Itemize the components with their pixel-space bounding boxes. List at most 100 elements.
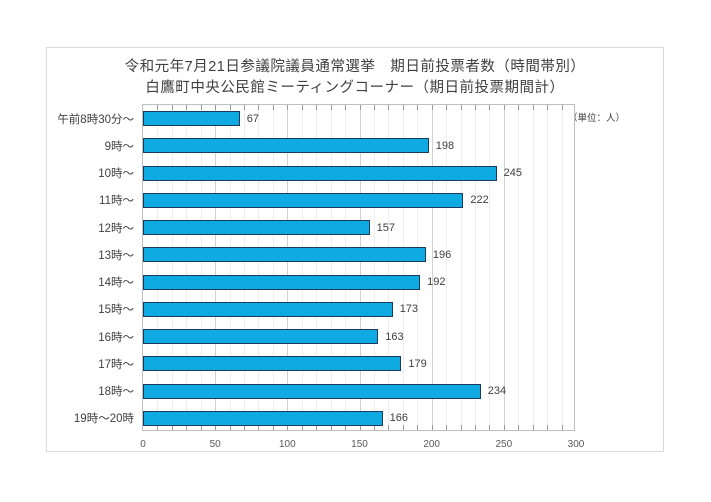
tick-mark	[301, 425, 303, 430]
bar	[143, 138, 429, 154]
category-label: 19時～20時	[73, 413, 134, 426]
gridline-minor	[417, 105, 419, 430]
tick-mark	[503, 425, 505, 430]
bar	[143, 301, 393, 317]
chart-title-line1: 令和元年7月21日参議院議員通常選挙 期日前投票者数（時間帯別）	[124, 59, 586, 75]
bar	[143, 356, 402, 372]
tick-mark	[215, 105, 217, 110]
bar-value-label: 245	[503, 167, 522, 180]
gridline-minor	[301, 105, 303, 430]
tick-mark	[446, 105, 448, 110]
bar	[143, 192, 464, 208]
bar	[143, 329, 379, 345]
tick-mark	[489, 425, 491, 430]
bar-value-label: 157	[376, 221, 395, 234]
tick-mark	[171, 425, 173, 430]
tick-mark	[258, 105, 260, 110]
tick-mark	[258, 425, 260, 430]
tick-mark	[301, 105, 303, 110]
tick-mark	[186, 105, 188, 110]
category-label: 11時～	[99, 195, 134, 208]
tick-mark	[417, 425, 419, 430]
tick-mark	[229, 105, 231, 110]
tick-mark	[157, 425, 159, 430]
gridline-major	[431, 105, 433, 430]
gridline-minor	[345, 105, 347, 430]
gridline-minor	[272, 105, 274, 430]
bar	[143, 247, 426, 263]
tick-mark	[171, 105, 173, 110]
tick-mark	[287, 425, 289, 430]
category-label: 18時～	[98, 386, 134, 399]
bar	[143, 274, 421, 290]
tick-mark	[532, 425, 534, 430]
bar-value-label: 173	[399, 303, 419, 316]
gridline-major	[287, 105, 289, 430]
bar-value-label: 198	[435, 139, 455, 152]
tick-mark	[388, 425, 390, 430]
tick-mark	[460, 425, 462, 430]
gridline-minor	[244, 105, 246, 430]
tick-mark	[417, 105, 419, 110]
tick-mark	[157, 105, 159, 110]
category-label: 14時～	[98, 277, 134, 290]
tick-mark	[345, 425, 347, 430]
tick-mark	[431, 105, 433, 110]
category-label: 15時～	[98, 304, 134, 317]
bar-value-label: 179	[408, 357, 427, 370]
tick-mark	[215, 425, 217, 430]
bar-value-label: 234	[487, 385, 507, 398]
tick-mark	[547, 105, 549, 110]
tick-mark	[359, 105, 361, 110]
gridline-minor	[489, 105, 491, 430]
tick-mark	[561, 425, 563, 430]
tick-mark	[402, 425, 404, 430]
gridline-minor	[561, 105, 563, 430]
gridline-minor	[186, 105, 188, 430]
gridline-minor	[200, 105, 202, 430]
tick-mark	[200, 425, 202, 430]
tick-mark	[287, 105, 289, 110]
gridline-minor	[388, 105, 390, 430]
bar	[143, 410, 383, 426]
gridline-minor	[402, 105, 404, 430]
category-label: 16時～	[98, 331, 134, 344]
x-axis-tick-label: 200	[423, 439, 440, 450]
tick-mark	[388, 105, 390, 110]
gridline-minor	[316, 105, 318, 430]
tick-mark	[244, 425, 246, 430]
category-label: 13時～	[98, 249, 134, 262]
gridline-major	[359, 105, 361, 430]
tick-mark	[474, 105, 476, 110]
tick-mark	[503, 105, 505, 110]
plot-area: 午前8時30分～ 67 9時～ 198 10時～ 245 11時～ 222 12時～ 157 13時…	[57, 104, 584, 450]
x-axis-tick-label: 300	[567, 439, 585, 450]
x-axis-tick-label: 100	[278, 439, 296, 450]
tick-mark	[229, 425, 231, 430]
bar-value-label: 166	[389, 412, 408, 425]
gridline-minor	[547, 105, 549, 430]
tick-mark	[489, 105, 491, 110]
bar-value-label: 196	[432, 248, 452, 261]
tick-mark	[359, 425, 361, 430]
tick-mark	[330, 425, 332, 430]
gridline-minor	[258, 105, 260, 430]
bar-value-label: 192	[427, 276, 446, 289]
x-axis-tick-label: 50	[209, 439, 221, 450]
tick-mark	[547, 425, 549, 430]
tick-mark	[373, 425, 375, 430]
bar-value-label: 163	[385, 330, 404, 343]
x-axis-tick-label: 150	[351, 439, 368, 450]
tick-mark	[200, 105, 202, 110]
tick-mark	[518, 105, 520, 110]
tick-mark	[474, 425, 476, 430]
tick-mark	[330, 105, 332, 110]
gridline-minor	[460, 105, 462, 430]
gridline-minor	[446, 105, 448, 430]
tick-mark	[316, 105, 318, 110]
gridline-major	[215, 105, 217, 430]
tick-mark	[272, 105, 274, 110]
tick-mark	[373, 105, 375, 110]
gridline-major	[503, 105, 505, 430]
chart-title-line2: 白鷹町中央公民館ミーティングコーナー（期日前投票期間計）	[145, 80, 565, 97]
